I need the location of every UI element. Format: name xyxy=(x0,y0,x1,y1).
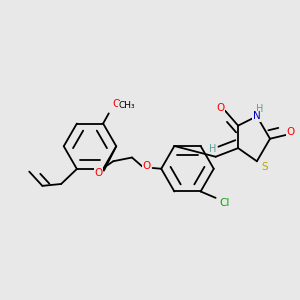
Text: O: O xyxy=(142,161,150,171)
Text: O: O xyxy=(216,103,224,113)
Text: O: O xyxy=(286,128,295,137)
Text: O: O xyxy=(112,99,120,109)
Text: O: O xyxy=(94,167,102,178)
Text: CH₃: CH₃ xyxy=(118,101,135,110)
Text: H: H xyxy=(209,143,216,154)
Text: S: S xyxy=(261,162,268,172)
Text: N: N xyxy=(253,111,261,121)
Text: Cl: Cl xyxy=(220,198,230,208)
Text: H: H xyxy=(256,104,264,115)
